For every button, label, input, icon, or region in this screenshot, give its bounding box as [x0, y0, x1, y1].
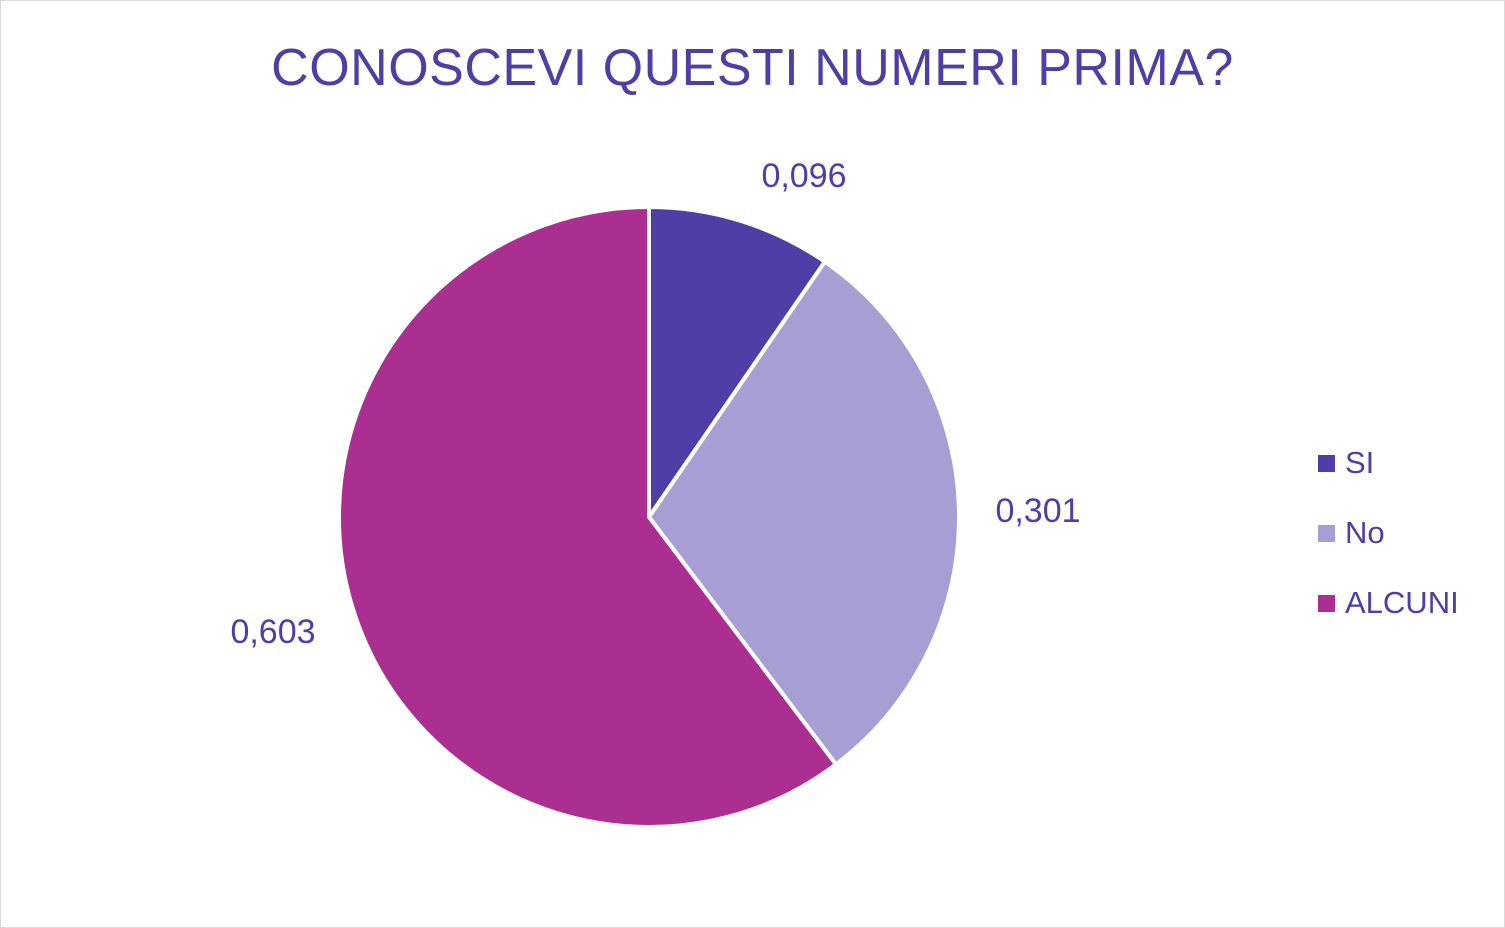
chart-title: CONOSCEVI QUESTI NUMERI PRIMA? [271, 39, 1234, 97]
legend-label: No [1345, 515, 1385, 550]
data-label-si: 0,096 [761, 157, 846, 195]
legend: SI No ALCUNI [1318, 428, 1459, 638]
data-label-alcuni: 0,603 [230, 613, 315, 651]
pie-slices [337, 205, 961, 829]
pie-slice-alcuni [337, 205, 838, 829]
legend-item-si: SI [1318, 428, 1459, 498]
legend-item-alcuni: ALCUNI [1318, 568, 1459, 638]
legend-swatch [1318, 524, 1335, 542]
data-label-no: 0,301 [995, 492, 1080, 530]
legend-swatch [1318, 594, 1335, 612]
data-labels: 0,096 0,301 0,603 [230, 157, 1080, 651]
pie-slice-no [647, 259, 961, 767]
legend-label: ALCUNI [1345, 585, 1459, 620]
legend-swatch [1318, 454, 1335, 472]
legend-item-no: No [1318, 498, 1459, 568]
pie-slice-si [647, 205, 827, 519]
legend-label: SI [1345, 445, 1375, 480]
